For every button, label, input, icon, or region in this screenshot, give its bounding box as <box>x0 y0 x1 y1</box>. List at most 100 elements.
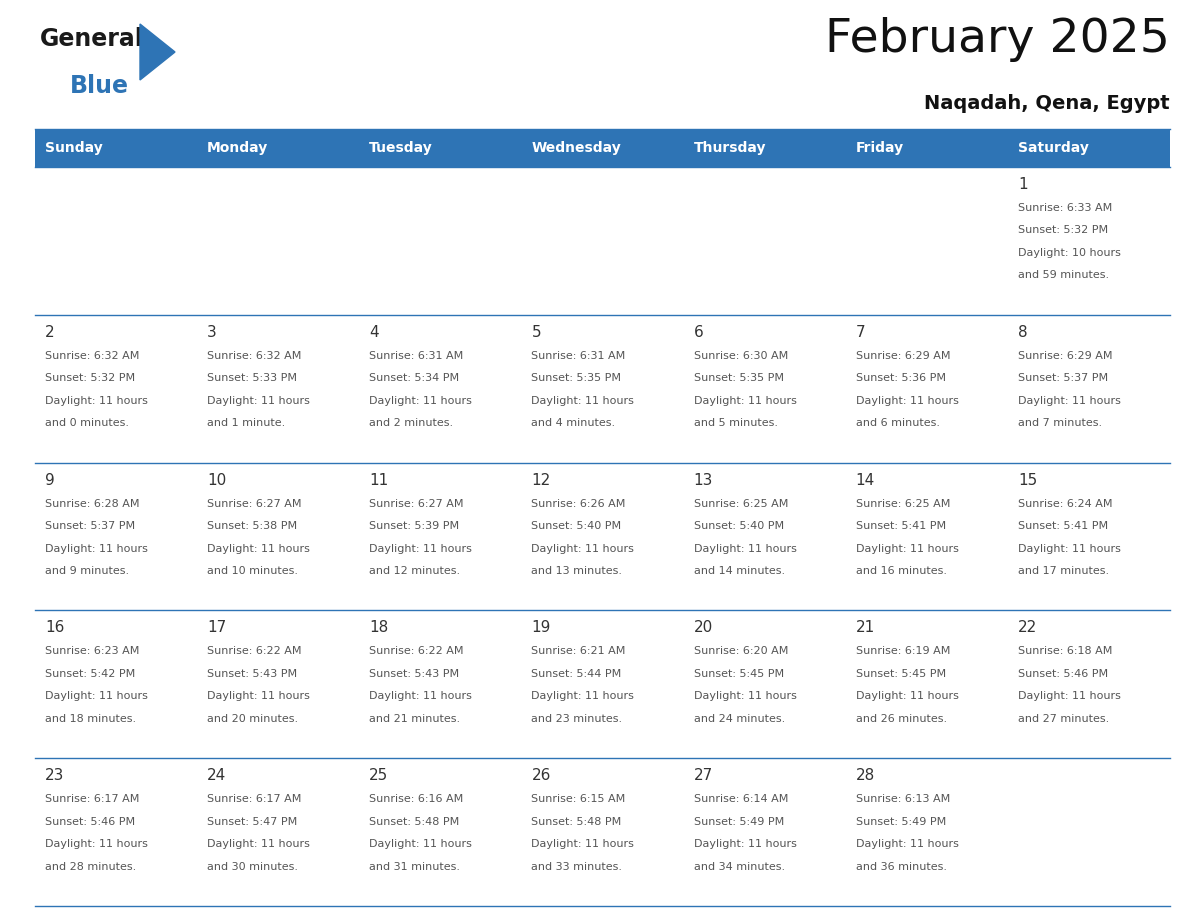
Text: Sunrise: 6:25 AM: Sunrise: 6:25 AM <box>694 498 788 509</box>
Text: Daylight: 11 hours: Daylight: 11 hours <box>207 691 310 701</box>
Text: 2: 2 <box>45 325 55 340</box>
Text: Daylight: 11 hours: Daylight: 11 hours <box>369 396 472 406</box>
Text: Sunrise: 6:33 AM: Sunrise: 6:33 AM <box>1018 203 1112 213</box>
Bar <box>34 315 197 463</box>
Bar <box>197 610 359 758</box>
Bar <box>34 610 197 758</box>
Bar <box>359 129 522 167</box>
Text: and 21 minutes.: and 21 minutes. <box>369 714 461 724</box>
Bar <box>846 758 1007 906</box>
Text: Daylight: 11 hours: Daylight: 11 hours <box>207 839 310 849</box>
Bar <box>683 758 846 906</box>
Text: 7: 7 <box>855 325 865 340</box>
Text: Sunset: 5:45 PM: Sunset: 5:45 PM <box>694 669 784 679</box>
Bar <box>1007 610 1170 758</box>
Text: Daylight: 11 hours: Daylight: 11 hours <box>531 691 634 701</box>
Text: Daylight: 11 hours: Daylight: 11 hours <box>855 396 959 406</box>
Text: Sunset: 5:45 PM: Sunset: 5:45 PM <box>855 669 946 679</box>
Text: 11: 11 <box>369 473 388 487</box>
Bar <box>683 129 846 167</box>
Text: 3: 3 <box>207 325 217 340</box>
Text: and 36 minutes.: and 36 minutes. <box>855 862 947 872</box>
Text: and 24 minutes.: and 24 minutes. <box>694 714 785 724</box>
Text: Sunset: 5:37 PM: Sunset: 5:37 PM <box>1018 374 1108 384</box>
Text: Daylight: 11 hours: Daylight: 11 hours <box>855 543 959 554</box>
Text: Daylight: 11 hours: Daylight: 11 hours <box>855 839 959 849</box>
Text: and 2 minutes.: and 2 minutes. <box>369 419 454 429</box>
Text: Daylight: 11 hours: Daylight: 11 hours <box>45 543 147 554</box>
Text: General: General <box>40 27 144 51</box>
Text: Sunrise: 6:28 AM: Sunrise: 6:28 AM <box>45 498 139 509</box>
Text: Sunrise: 6:29 AM: Sunrise: 6:29 AM <box>855 351 950 361</box>
Text: Daylight: 11 hours: Daylight: 11 hours <box>531 396 634 406</box>
Text: 15: 15 <box>1018 473 1037 487</box>
Text: Tuesday: Tuesday <box>369 141 434 155</box>
Text: Daylight: 11 hours: Daylight: 11 hours <box>369 839 472 849</box>
Bar <box>359 315 522 463</box>
Bar <box>359 167 522 315</box>
Text: Blue: Blue <box>70 74 129 98</box>
Text: Daylight: 11 hours: Daylight: 11 hours <box>1018 396 1120 406</box>
Text: 20: 20 <box>694 621 713 635</box>
Text: Daylight: 11 hours: Daylight: 11 hours <box>694 543 796 554</box>
Bar <box>197 463 359 610</box>
Bar <box>846 129 1007 167</box>
Text: and 16 minutes.: and 16 minutes. <box>855 566 947 577</box>
Text: and 17 minutes.: and 17 minutes. <box>1018 566 1108 577</box>
Text: Daylight: 10 hours: Daylight: 10 hours <box>1018 248 1120 258</box>
Text: Sunset: 5:35 PM: Sunset: 5:35 PM <box>694 374 784 384</box>
Text: Sunset: 5:38 PM: Sunset: 5:38 PM <box>207 521 297 532</box>
Text: Naqadah, Qena, Egypt: Naqadah, Qena, Egypt <box>924 94 1170 113</box>
Text: Sunrise: 6:20 AM: Sunrise: 6:20 AM <box>694 646 788 656</box>
Text: and 27 minutes.: and 27 minutes. <box>1018 714 1110 724</box>
Polygon shape <box>140 24 175 80</box>
Bar <box>359 758 522 906</box>
Text: Sunrise: 6:26 AM: Sunrise: 6:26 AM <box>531 498 626 509</box>
Bar <box>359 463 522 610</box>
Text: and 18 minutes.: and 18 minutes. <box>45 714 137 724</box>
Text: Daylight: 11 hours: Daylight: 11 hours <box>1018 691 1120 701</box>
Bar <box>197 167 359 315</box>
Bar <box>1007 129 1170 167</box>
Bar <box>683 463 846 610</box>
Text: Sunrise: 6:31 AM: Sunrise: 6:31 AM <box>369 351 463 361</box>
Text: Sunrise: 6:22 AM: Sunrise: 6:22 AM <box>369 646 463 656</box>
Text: 14: 14 <box>855 473 876 487</box>
Text: Sunset: 5:37 PM: Sunset: 5:37 PM <box>45 521 135 532</box>
Text: and 1 minute.: and 1 minute. <box>207 419 285 429</box>
Text: 18: 18 <box>369 621 388 635</box>
Bar <box>522 758 683 906</box>
Text: Daylight: 11 hours: Daylight: 11 hours <box>45 396 147 406</box>
Text: Sunrise: 6:27 AM: Sunrise: 6:27 AM <box>369 498 463 509</box>
Bar <box>197 129 359 167</box>
Text: Sunset: 5:33 PM: Sunset: 5:33 PM <box>207 374 297 384</box>
Text: Sunrise: 6:32 AM: Sunrise: 6:32 AM <box>207 351 302 361</box>
Text: 25: 25 <box>369 768 388 783</box>
Bar <box>846 167 1007 315</box>
Text: 8: 8 <box>1018 325 1028 340</box>
Bar <box>522 129 683 167</box>
Text: Sunset: 5:32 PM: Sunset: 5:32 PM <box>1018 226 1108 236</box>
Text: Daylight: 11 hours: Daylight: 11 hours <box>45 839 147 849</box>
Text: 6: 6 <box>694 325 703 340</box>
Text: and 20 minutes.: and 20 minutes. <box>207 714 298 724</box>
Text: Sunrise: 6:32 AM: Sunrise: 6:32 AM <box>45 351 139 361</box>
Text: Sunrise: 6:24 AM: Sunrise: 6:24 AM <box>1018 498 1112 509</box>
Text: Sunrise: 6:29 AM: Sunrise: 6:29 AM <box>1018 351 1112 361</box>
Text: and 59 minutes.: and 59 minutes. <box>1018 271 1108 281</box>
Text: 1: 1 <box>1018 177 1028 192</box>
Text: Sunset: 5:41 PM: Sunset: 5:41 PM <box>855 521 946 532</box>
Text: Sunset: 5:46 PM: Sunset: 5:46 PM <box>45 817 135 827</box>
Text: and 28 minutes.: and 28 minutes. <box>45 862 137 872</box>
Text: Sunset: 5:44 PM: Sunset: 5:44 PM <box>531 669 621 679</box>
Bar <box>1007 315 1170 463</box>
Text: Sunrise: 6:21 AM: Sunrise: 6:21 AM <box>531 646 626 656</box>
Text: and 34 minutes.: and 34 minutes. <box>694 862 785 872</box>
Bar <box>1007 167 1170 315</box>
Text: Sunset: 5:46 PM: Sunset: 5:46 PM <box>1018 669 1108 679</box>
Text: Sunset: 5:47 PM: Sunset: 5:47 PM <box>207 817 297 827</box>
Text: 24: 24 <box>207 768 227 783</box>
Bar <box>683 167 846 315</box>
Text: Daylight: 11 hours: Daylight: 11 hours <box>531 839 634 849</box>
Text: and 7 minutes.: and 7 minutes. <box>1018 419 1102 429</box>
